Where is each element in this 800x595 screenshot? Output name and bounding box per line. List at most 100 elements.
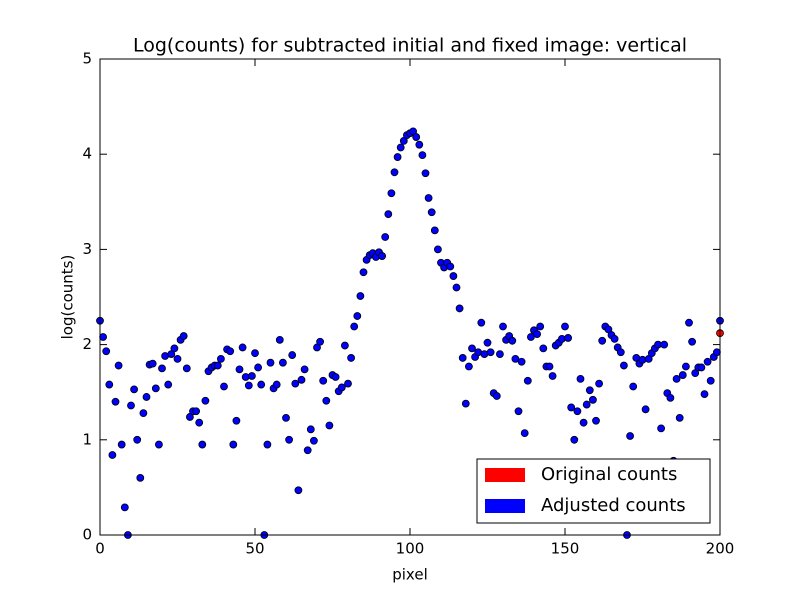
data-point	[309, 436, 318, 445]
data-point	[347, 354, 356, 362]
data-point	[483, 338, 492, 347]
data-point	[499, 322, 507, 331]
data-point	[359, 268, 368, 277]
data-point	[595, 379, 603, 388]
data-point	[291, 379, 300, 388]
data-point	[127, 401, 135, 410]
data-point	[511, 354, 520, 363]
data-point	[213, 361, 222, 370]
y-tick-label: 4	[82, 145, 92, 163]
data-point	[461, 399, 470, 408]
data-point	[387, 189, 396, 198]
data-point	[356, 292, 365, 300]
plot-frame	[99, 58, 721, 536]
data-point	[158, 364, 166, 373]
legend-label: Adjusted counts	[541, 495, 686, 516]
data-point	[232, 416, 241, 425]
data-point	[170, 344, 179, 353]
data-point	[285, 435, 294, 444]
data-point	[303, 446, 312, 455]
data-point	[589, 395, 597, 404]
data-point	[672, 374, 681, 383]
data-point	[251, 349, 259, 358]
data-point	[598, 336, 607, 345]
data-point	[105, 380, 114, 389]
x-tick-label: 100	[396, 540, 425, 558]
data-point	[421, 169, 430, 178]
data-point	[216, 354, 225, 363]
data-point	[297, 375, 306, 384]
data-point	[111, 397, 120, 406]
data-point	[492, 392, 501, 400]
data-point	[173, 354, 182, 363]
data-point	[660, 340, 669, 349]
data-point	[415, 140, 424, 149]
data-point	[539, 344, 548, 353]
data-point	[508, 336, 517, 345]
data-point	[108, 451, 117, 459]
data-point	[99, 333, 107, 341]
data-point	[576, 374, 585, 383]
data-point	[133, 435, 142, 444]
data-point	[678, 371, 687, 379]
legend-swatch	[485, 499, 525, 513]
data-point	[657, 424, 665, 433]
data-point	[319, 376, 328, 385]
chart-title: Log(counts) for subtracted initial and f…	[133, 35, 687, 57]
data-point	[272, 380, 281, 389]
y-tick-label: 3	[82, 240, 92, 258]
data-point	[244, 381, 253, 390]
data-point	[238, 343, 247, 352]
data-point	[192, 407, 201, 416]
data-point	[254, 363, 263, 372]
data-point	[697, 363, 706, 372]
data-point	[427, 208, 436, 217]
data-point	[148, 359, 157, 368]
data-point	[142, 393, 151, 401]
x-tick-label: 50	[245, 540, 264, 558]
data-point	[567, 403, 576, 412]
data-point	[458, 354, 467, 362]
data-point	[263, 440, 272, 449]
data-point	[130, 385, 139, 394]
data-point	[545, 362, 554, 371]
data-point	[179, 332, 188, 340]
data-point	[378, 252, 387, 260]
data-point	[300, 365, 309, 374]
x-tick-label: 150	[551, 540, 580, 558]
data-point	[685, 318, 693, 327]
data-point	[275, 335, 284, 344]
data-point	[455, 304, 464, 313]
data-point	[585, 386, 594, 395]
data-point	[536, 322, 545, 331]
data-point	[294, 486, 303, 495]
data-point	[706, 376, 715, 385]
data-point	[430, 226, 439, 235]
data-point	[629, 382, 638, 391]
data-point	[182, 364, 191, 373]
data-point	[418, 151, 427, 160]
data-point	[164, 380, 173, 389]
data-point	[626, 432, 634, 440]
data-point	[616, 348, 625, 357]
data-point	[353, 312, 362, 320]
data-point	[449, 272, 458, 280]
data-point	[486, 348, 495, 357]
data-point	[514, 407, 523, 416]
y-tick-label: 0	[82, 526, 92, 544]
data-point	[579, 418, 588, 427]
data-point	[433, 245, 442, 254]
x-axis-label: pixel	[392, 566, 428, 584]
data-point	[561, 322, 569, 331]
data-point	[582, 400, 591, 409]
x-tick-label: 200	[706, 540, 735, 558]
data-point	[592, 416, 600, 425]
data-point	[201, 396, 210, 405]
data-point	[266, 358, 275, 367]
data-point	[278, 358, 287, 367]
data-point	[195, 418, 204, 427]
data-point	[527, 333, 535, 341]
data-point	[350, 322, 359, 331]
data-point	[344, 379, 352, 388]
data-point	[316, 337, 325, 346]
